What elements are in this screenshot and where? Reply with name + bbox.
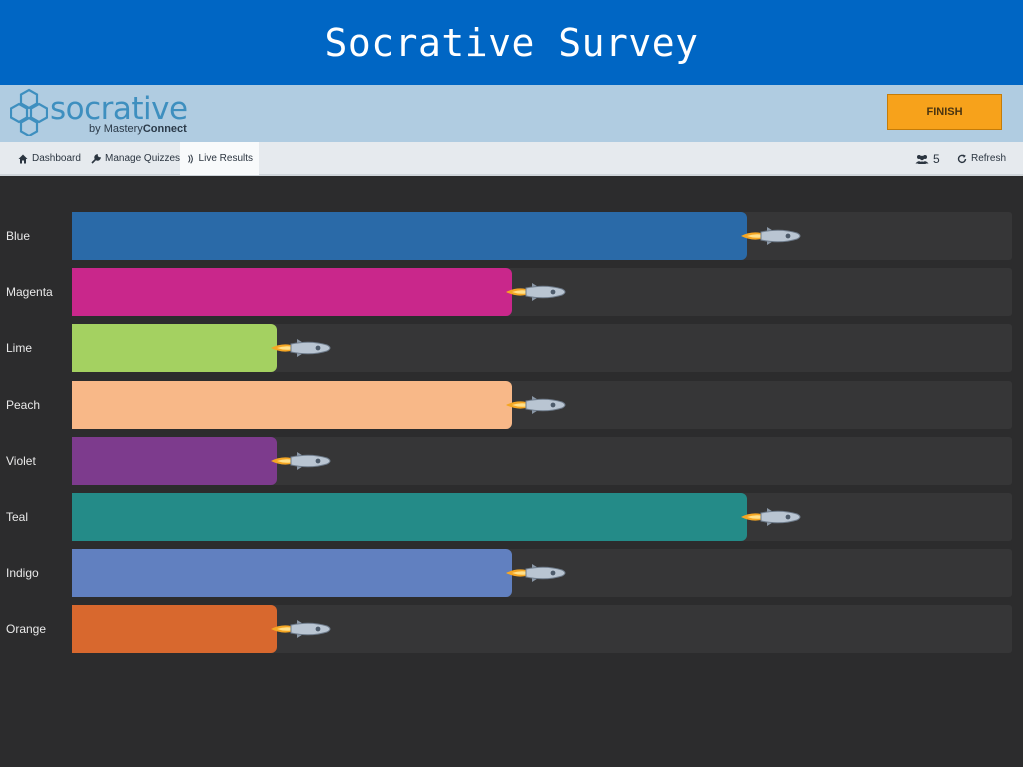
- nav-bar: Dashboard Manage Quizzes Live Results 5 …: [0, 142, 1023, 176]
- wrench-icon: [91, 153, 101, 164]
- bar-teal: [72, 493, 747, 541]
- answer-label-peach: Peach: [6, 398, 41, 412]
- bar-magenta: [72, 268, 512, 316]
- nav-dashboard-label: Dashboard: [32, 153, 81, 164]
- rocket-icon: [271, 449, 333, 473]
- answer-label-violet: Violet: [6, 454, 36, 468]
- student-count: 5: [915, 142, 940, 175]
- hexagon-logo-icon: [10, 88, 48, 136]
- rocket-icon: [271, 336, 333, 360]
- bar-blue: [72, 212, 747, 260]
- rocket-icon: [741, 224, 803, 248]
- nav-manage-quizzes-label: Manage Quizzes: [105, 153, 181, 164]
- users-icon: [915, 154, 929, 164]
- rocket-icon: [506, 393, 568, 417]
- answer-label-lime: Lime: [6, 341, 33, 355]
- refresh-button[interactable]: Refresh: [957, 142, 1006, 175]
- rocket-icon: [741, 505, 803, 529]
- app-header: socrative by MasteryConnect: [0, 85, 1023, 142]
- rocket-icon: [506, 561, 568, 585]
- nav-manage-quizzes[interactable]: Manage Quizzes: [85, 142, 186, 175]
- answer-label-orange: Orange: [6, 622, 47, 636]
- broadcast-icon: [188, 153, 193, 164]
- bar-orange: [72, 605, 277, 653]
- bar-peach: [72, 381, 512, 429]
- rocket-icon: [271, 617, 333, 641]
- nav-dashboard[interactable]: Dashboard: [12, 142, 87, 175]
- bar-indigo: [72, 549, 512, 597]
- answer-label-teal: Teal: [6, 510, 29, 524]
- answer-label-blue: Blue: [6, 229, 31, 243]
- socrative-logo[interactable]: socrative by MasteryConnect: [10, 88, 200, 138]
- bar-violet: [72, 437, 277, 485]
- answer-label-magenta: Magenta: [6, 285, 53, 299]
- page-title: Socrative Survey: [324, 20, 699, 65]
- refresh-label: Refresh: [971, 153, 1007, 164]
- refresh-icon: [957, 154, 967, 163]
- bar-lime: [72, 324, 277, 372]
- finish-button[interactable]: FINISH: [887, 94, 1002, 130]
- logo-wordmark: socrative: [50, 91, 188, 127]
- answer-label-indigo: Indigo: [6, 566, 39, 580]
- student-count-value: 5: [933, 151, 940, 166]
- logo-byline: by MasteryConnect: [89, 123, 187, 135]
- slide-title-bar: Socrative Survey: [0, 0, 1023, 85]
- nav-live-results-label: Live Results: [198, 153, 253, 164]
- rocket-icon: [506, 280, 568, 304]
- home-icon: [18, 154, 28, 163]
- nav-live-results[interactable]: Live Results: [180, 142, 259, 175]
